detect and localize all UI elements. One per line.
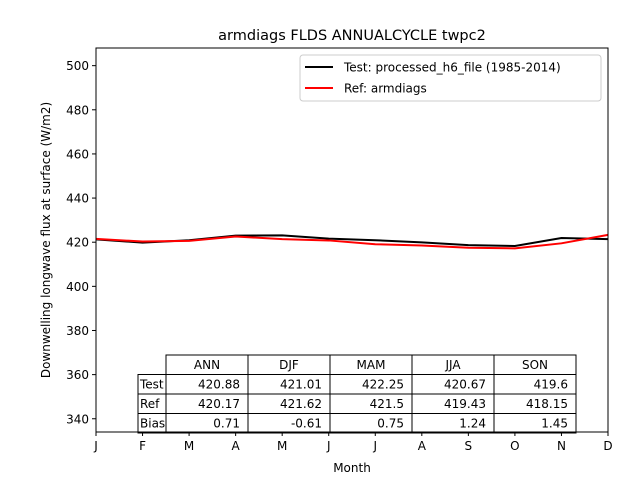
y-tick-label: 400: [66, 280, 89, 294]
table-column-header: DJF: [279, 358, 299, 372]
y-axis-label: Downwelling longwave flux at surface (W/…: [39, 102, 53, 378]
y-tick-label: 500: [66, 59, 89, 73]
plot-frame: [95, 47, 609, 433]
table-cell-value: -0.61: [291, 417, 322, 431]
y-tick-label: 440: [66, 192, 89, 206]
table-cell: [493, 413, 577, 434]
legend-box: [299, 54, 602, 102]
table-cell-value: 1.24: [459, 417, 486, 431]
y-tick-label: 340: [66, 412, 89, 426]
y-tick-label: 460: [66, 147, 89, 161]
series-layer: [95, 233, 609, 250]
x-tick-label: F: [139, 439, 146, 453]
table-cell-value: 422.25: [362, 378, 404, 392]
table-column-header: SON: [522, 358, 548, 372]
legend-label: Ref: armdiags: [344, 82, 427, 96]
table-cell-value: 419.6: [534, 378, 568, 392]
x-tick-label: D: [603, 439, 612, 453]
legend-label: Test: processed_h6_file (1985-2014): [343, 61, 561, 75]
y-axis: 340 360 380 400 420 440 460 480 500: [66, 59, 96, 426]
table-cell-value: 421.62: [280, 397, 322, 411]
y-tick-label: 360: [66, 368, 89, 382]
summary-table: ANN DJF MAM JJA SON Test 420.88 421.01 422.25 420…: [137, 354, 577, 434]
table-cell-value: 421.01: [280, 378, 322, 392]
table-cell-value: 420.88: [198, 378, 240, 392]
x-tick-label: S: [465, 439, 473, 453]
ref-series-line: [95, 233, 609, 250]
x-tick-label: J: [326, 439, 331, 453]
x-tick-label: O: [510, 439, 519, 453]
y-tick-label: 420: [66, 236, 89, 250]
x-tick-label: A: [418, 439, 427, 453]
x-tick-label: J: [93, 439, 98, 453]
x-tick-label: A: [232, 439, 241, 453]
table-cell-value: 421.5: [370, 397, 404, 411]
table-cell-value: 420.67: [444, 378, 486, 392]
table-cell-value: 0.71: [213, 417, 240, 431]
table-column-header: ANN: [194, 358, 220, 372]
x-tick-label: J: [372, 439, 377, 453]
table-row-label: Test: [139, 378, 164, 392]
y-tick-label: 480: [66, 103, 89, 117]
y-tick-label: 380: [66, 324, 89, 338]
table-cell-value: 1.45: [541, 417, 568, 431]
table-cell-value: 0.75: [377, 417, 404, 431]
table-cell-value: 418.15: [526, 397, 568, 411]
x-tick-label: M: [277, 439, 287, 453]
table-cell-value: 420.17: [198, 397, 240, 411]
table-cell-value: 419.43: [444, 397, 486, 411]
table-column-header: MAM: [357, 358, 386, 372]
table-row-label: Ref: [140, 397, 160, 411]
legend: Test: processed_h6_file (1985-2014) Ref: …: [299, 54, 602, 102]
table-column-header: JJA: [444, 358, 461, 372]
x-tick-label: N: [557, 439, 566, 453]
chart-title: armdiags FLDS ANNUALCYCLE twpc2: [218, 28, 486, 44]
x-axis-label: Month: [333, 461, 371, 475]
x-tick-label: M: [184, 439, 194, 453]
table-row-label: Bias: [140, 417, 165, 431]
